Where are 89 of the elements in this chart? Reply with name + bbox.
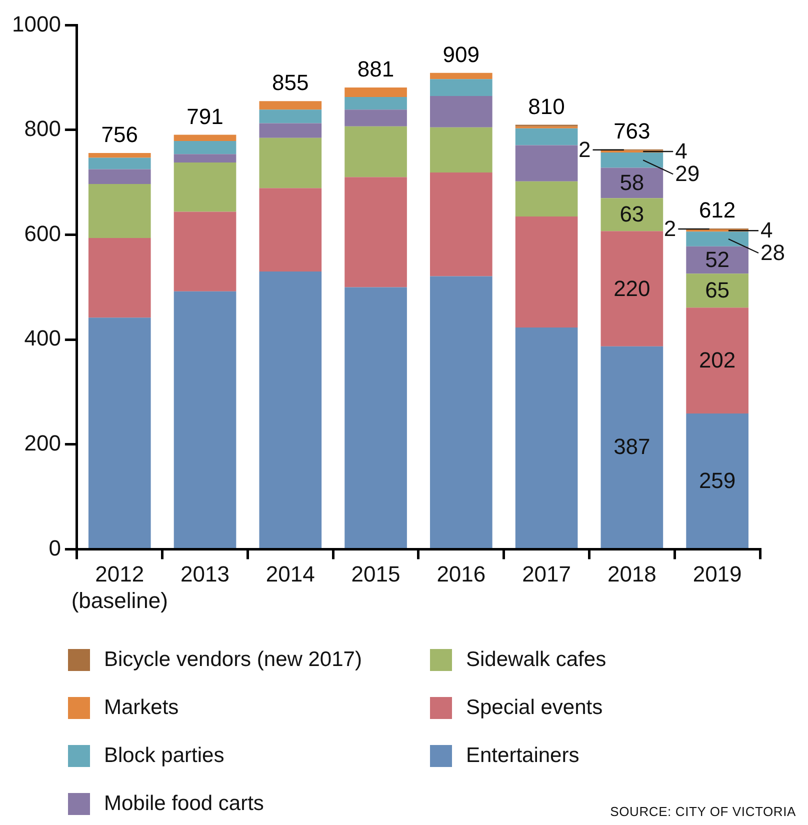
bar [686, 246, 748, 274]
y-tick-label: 800 [24, 116, 61, 142]
x-tick-label: 2017 [522, 561, 572, 586]
data-label: 28 [760, 240, 785, 266]
bar [88, 158, 151, 170]
bar [344, 96, 407, 110]
bar [259, 188, 322, 272]
bar [259, 101, 322, 110]
bar [600, 168, 664, 198]
bar [686, 413, 748, 548]
data-label: 220 [614, 276, 650, 301]
bar [600, 231, 664, 346]
bar [344, 88, 407, 97]
data-label: 2 [664, 216, 676, 242]
data-label: 4 [675, 138, 688, 164]
bar [430, 72, 492, 80]
bar [430, 96, 492, 128]
y-tick-label: 400 [24, 326, 61, 351]
bar [174, 134, 236, 142]
y-tick-label: 600 [24, 220, 61, 246]
total-label: 612 [698, 198, 736, 223]
bar [174, 154, 236, 162]
legend-label: Markets [104, 696, 179, 720]
bar [515, 328, 578, 548]
total-label: 881 [357, 56, 394, 82]
x-tick-label: 2016 [436, 561, 486, 586]
bar [515, 216, 578, 328]
y-tick-label: 200 [24, 430, 61, 456]
legend-label: Entertainers [466, 744, 580, 768]
legend-label: Special events [466, 696, 603, 720]
bar [88, 184, 151, 238]
total-label: 763 [614, 118, 650, 144]
total-label: 855 [272, 70, 309, 96]
bar [686, 232, 748, 246]
bar [515, 181, 578, 216]
legend-label: Bicycle vendors (new 2017) [104, 648, 362, 672]
bar [344, 287, 407, 548]
x-tick-label: 2018 [607, 561, 656, 586]
total-label: 791 [186, 104, 224, 129]
x-tick-label: 2014 [266, 561, 315, 586]
bar [515, 128, 578, 146]
data-label: 63 [620, 202, 644, 227]
bar [344, 126, 407, 178]
data-label: 65 [705, 278, 730, 303]
bar [88, 153, 151, 158]
data-label: 2 [578, 136, 591, 162]
bar [259, 123, 322, 138]
bar [686, 274, 748, 308]
bar [174, 141, 236, 154]
x-tick-label: 2012 (baseline) [71, 561, 168, 613]
bar [430, 127, 492, 172]
bar [88, 238, 151, 318]
total-label: 909 [442, 42, 480, 67]
bar [600, 346, 664, 548]
bar [88, 169, 151, 184]
legend-label: Sidewalk cafes [466, 648, 606, 672]
bar [430, 79, 492, 96]
data-label: 387 [614, 434, 650, 460]
bar [259, 138, 322, 188]
legend-label: Block parties [104, 744, 224, 768]
source-note: SOURCE: CITY OF VICTORIA [610, 804, 796, 819]
bar [686, 308, 748, 414]
bar [344, 177, 407, 288]
y-tick-label: 0 [48, 535, 61, 560]
data-label: 202 [698, 348, 736, 373]
data-label: 259 [698, 468, 736, 493]
bar [174, 212, 236, 292]
x-tick-label: 2013 [180, 561, 230, 586]
total-label: 810 [528, 94, 565, 119]
data-label: 52 [705, 247, 730, 272]
bar [600, 152, 664, 168]
bar [430, 172, 492, 276]
y-tick-label: 1000 [12, 11, 61, 36]
bar [259, 110, 322, 124]
bar [259, 271, 322, 548]
x-tick-label: 2019 [692, 561, 742, 586]
data-label: 4 [760, 218, 773, 243]
data-label: 58 [620, 170, 644, 195]
legend-label: Mobile food carts [104, 792, 264, 816]
bar [600, 198, 664, 232]
bar [344, 110, 407, 126]
data-label: 29 [675, 161, 700, 186]
total-label: 756 [101, 122, 138, 148]
bar [515, 145, 578, 182]
bar [174, 162, 236, 212]
x-tick-label: 2015 [351, 561, 400, 586]
bar [174, 291, 236, 548]
bar [430, 276, 492, 548]
bar [88, 318, 151, 548]
